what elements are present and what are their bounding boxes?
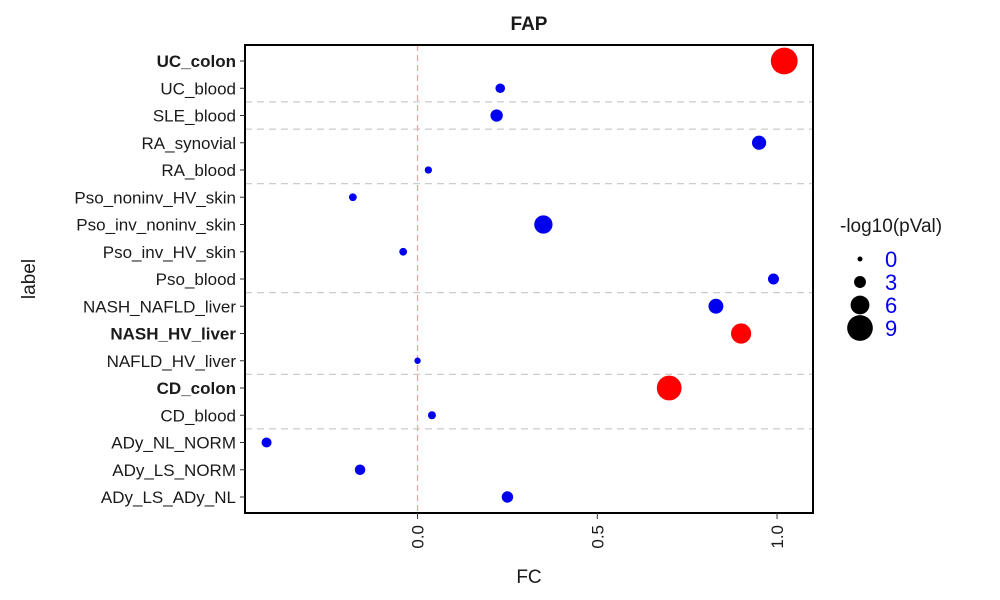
legend-key: [850, 295, 870, 315]
y-tick-label: SLE_blood: [153, 107, 236, 126]
data-point-NASH_NAFLD_liver: [708, 298, 724, 314]
data-point-ADy_LS_NORM: [354, 464, 366, 476]
data-point-Pso_inv_HV_skin: [399, 247, 408, 256]
data-point-Pso_noninv_HV_skin: [348, 193, 357, 202]
x-tick-label: 1.0: [768, 525, 787, 549]
x-axis-ticks: 0.0 0.5 1.0: [409, 513, 787, 549]
y-tick-label: ADy_LS_NORM: [112, 461, 236, 480]
legend-title: -log10(pVal): [840, 216, 942, 237]
data-point-RA_synovial: [751, 135, 767, 150]
data-point-SLE_blood: [490, 109, 503, 122]
y-tick-label: Pso_blood: [156, 270, 236, 289]
data-point-NAFLD_HV_liver: [414, 357, 421, 364]
legend-label: 3: [885, 270, 897, 295]
y-tick-label: RA_blood: [161, 161, 236, 180]
y-tick-label: Pso_noninv_HV_skin: [74, 188, 236, 207]
y-tick-label: CD_blood: [160, 406, 236, 425]
y-tick-label: Pso_inv_HV_skin: [103, 243, 236, 262]
y-tick-label: NASH_HV_liver: [110, 325, 236, 344]
legend-key: [857, 256, 863, 262]
data-point-Pso_inv_noninv_skin: [534, 215, 553, 234]
data-point-ADy_NL_NORM: [261, 437, 272, 448]
x-tick-label: 0.0: [409, 525, 428, 549]
y-tick-label: ADy_NL_NORM: [111, 434, 236, 453]
y-tick-label: RA_synovial: [142, 134, 237, 153]
x-tick-label: 0.5: [588, 525, 607, 549]
y-tick-label: NAFLD_HV_liver: [107, 352, 237, 371]
legend-key: [854, 276, 866, 288]
chart-title: FAP: [511, 14, 548, 35]
data-point-RA_blood: [424, 166, 432, 174]
legend-label: 9: [885, 316, 897, 341]
y-tick-label: UC_colon: [157, 52, 236, 71]
data-point-CD_colon: [656, 375, 682, 401]
y-axis-title: label: [19, 259, 40, 299]
data-point-NASH_HV_liver: [731, 323, 752, 344]
group-separators: [245, 101, 813, 430]
plot-panel-border: [244, 44, 814, 514]
data-point-CD_blood: [427, 411, 436, 420]
y-tick-label: Pso_inv_noninv_skin: [76, 216, 236, 235]
legend-label: 6: [885, 293, 897, 318]
legend-label: 0: [885, 247, 897, 272]
data-point-UC_blood: [495, 83, 506, 94]
data-point-Pso_blood: [767, 273, 779, 285]
y-tick-label: CD_colon: [157, 379, 236, 398]
legend-key: [847, 315, 873, 341]
y-tick-labels: UC_colon UC_blood SLE_blood RA_synovial RA_b…: [74, 52, 245, 507]
x-axis-title: FC: [516, 567, 541, 588]
y-tick-label: UC_blood: [160, 79, 236, 98]
data-points: [261, 47, 798, 503]
y-tick-label: ADy_LS_ADy_NL: [101, 488, 236, 507]
y-tick-label: NASH_NAFLD_liver: [83, 297, 236, 316]
data-point-UC_colon: [770, 47, 798, 75]
data-point-ADy_LS_ADy_NL: [501, 491, 514, 503]
